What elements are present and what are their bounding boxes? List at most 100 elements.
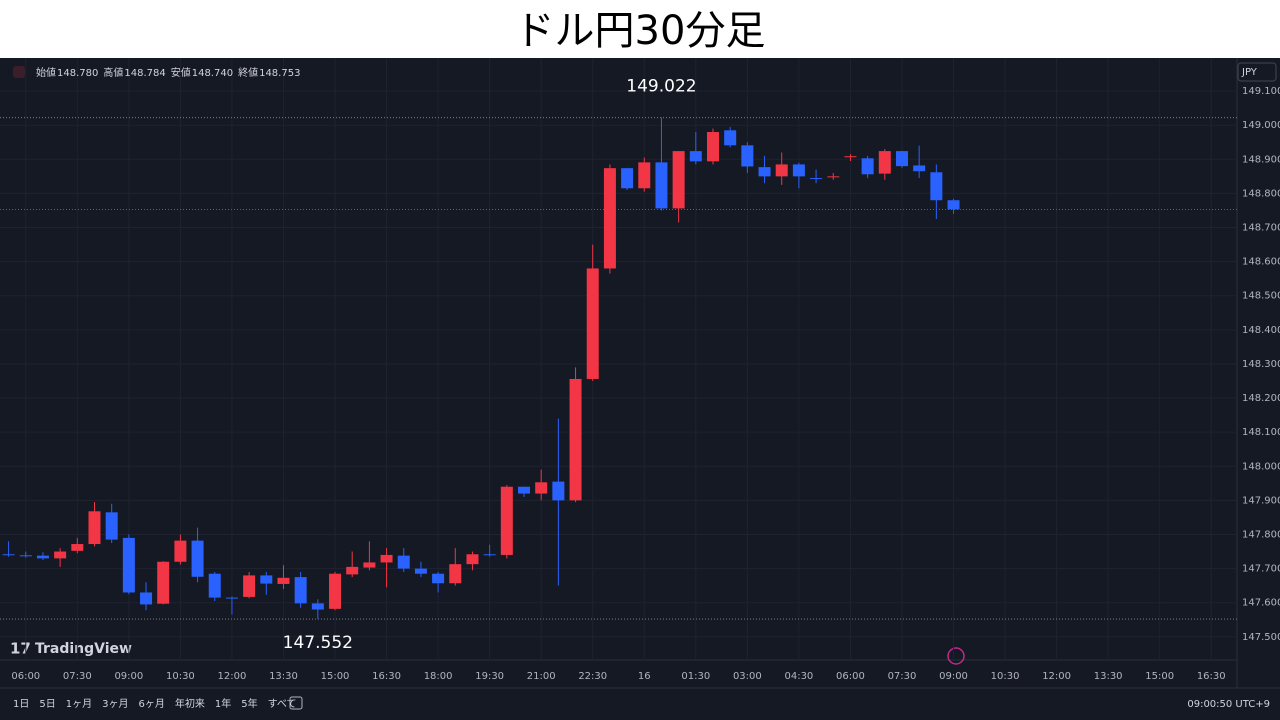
candle-body xyxy=(260,575,273,584)
y-tick-label: 149.100 xyxy=(1242,86,1280,97)
y-tick-label: 148.000 xyxy=(1242,461,1280,472)
candle-body xyxy=(2,554,15,556)
x-tick-label: 22:30 xyxy=(578,671,607,682)
y-tick-label: 148.500 xyxy=(1242,291,1280,302)
y-tick-label: 148.900 xyxy=(1242,154,1280,165)
ohlc-value: 148.753 xyxy=(259,68,300,79)
candle-body xyxy=(775,164,788,177)
range-button[interactable]: 6ヶ月 xyxy=(139,698,165,710)
y-tick-label: 148.100 xyxy=(1242,427,1280,438)
candle-body xyxy=(500,486,513,555)
candle-body xyxy=(277,577,290,584)
x-tick-label: 10:30 xyxy=(166,671,195,682)
x-tick-label: 03:00 xyxy=(733,671,762,682)
x-tick-label: 12:00 xyxy=(218,671,247,682)
candle-body xyxy=(54,551,67,559)
candle-body xyxy=(741,145,754,167)
range-button[interactable]: 5日 xyxy=(39,699,55,710)
candle-body xyxy=(913,165,926,172)
ohlc-value: 148.780 xyxy=(57,68,98,79)
extreme-label: 149.022 xyxy=(626,77,696,97)
ohlc-name: 始値 xyxy=(36,66,56,79)
x-tick-label: 06:00 xyxy=(836,671,865,682)
candle-body xyxy=(706,132,719,162)
y-tick-label: 149.000 xyxy=(1242,120,1280,131)
range-button[interactable]: すべて xyxy=(268,698,297,710)
x-tick-label: 15:00 xyxy=(321,671,350,682)
ohlc-name: 安値 xyxy=(171,66,191,79)
candle-body xyxy=(758,167,771,177)
chart-title: ドル円30分足 xyxy=(515,8,766,54)
candle-body xyxy=(844,156,857,158)
candle-body xyxy=(930,172,943,201)
candle-body xyxy=(414,568,427,574)
candle-body xyxy=(672,151,685,209)
candle-body xyxy=(483,554,496,556)
candle-body xyxy=(569,378,582,501)
x-tick-label: 16:30 xyxy=(372,671,401,682)
y-tick-label: 148.200 xyxy=(1242,393,1280,404)
y-tick-label: 147.700 xyxy=(1242,564,1280,575)
x-tick-label: 16:30 xyxy=(1197,671,1226,682)
candle-body xyxy=(449,564,462,584)
menu-icon[interactable] xyxy=(13,66,25,78)
candle-body xyxy=(225,597,238,599)
candle-body xyxy=(792,164,805,177)
range-button[interactable]: 1年 xyxy=(215,697,231,710)
candle-body xyxy=(878,151,891,174)
x-tick-label: 13:30 xyxy=(269,671,298,682)
clock: 09:00:50 UTC+9 xyxy=(1187,699,1270,710)
candle-body xyxy=(586,268,599,379)
candle-body xyxy=(466,554,479,565)
x-tick-label: 12:00 xyxy=(1042,671,1071,682)
y-tick-label: 147.600 xyxy=(1242,598,1280,609)
range-button[interactable]: 1日 xyxy=(13,699,29,710)
y-tick-label: 148.400 xyxy=(1242,325,1280,336)
candle-body xyxy=(208,573,221,598)
candle-body xyxy=(810,178,823,180)
x-tick-label: 15:00 xyxy=(1145,671,1174,682)
x-tick-label: 09:00 xyxy=(114,671,143,682)
range-button[interactable]: 年初来 xyxy=(175,697,205,710)
date-range-icon[interactable] xyxy=(289,696,303,710)
ohlc-name: 終値 xyxy=(238,66,258,79)
ohlc-value: 148.740 xyxy=(192,68,233,79)
currency[interactable]: JPY xyxy=(1241,67,1258,78)
candle-body xyxy=(71,544,84,551)
candle-body xyxy=(947,200,960,210)
candle-body xyxy=(603,168,616,269)
candle-body xyxy=(535,482,548,494)
flash-icon[interactable] xyxy=(947,647,965,665)
candle-body xyxy=(432,573,445,584)
candle-body xyxy=(363,562,376,568)
x-tick-label: 21:00 xyxy=(527,671,556,682)
range-button[interactable]: 5年 xyxy=(241,697,257,710)
candle-body xyxy=(827,176,840,178)
ohlc-value: 148.784 xyxy=(124,68,165,79)
candle-body xyxy=(397,555,410,569)
candle-body xyxy=(36,555,49,559)
x-tick-label: 18:00 xyxy=(424,671,453,682)
extreme-label: 147.552 xyxy=(283,633,353,653)
candle-body xyxy=(552,481,565,501)
y-tick-label: 148.800 xyxy=(1242,188,1280,199)
range-button[interactable]: 3ヶ月 xyxy=(102,698,128,710)
candle-body xyxy=(329,573,342,609)
candle-body xyxy=(689,151,702,162)
currency-box[interactable] xyxy=(1237,62,1277,82)
candle-body xyxy=(157,561,170,604)
candle-body xyxy=(346,566,359,575)
x-tick-label: 09:00 xyxy=(939,671,968,682)
range-button[interactable]: 1ヶ月 xyxy=(66,698,92,710)
x-tick-label: 07:30 xyxy=(888,671,917,682)
ohlc-name: 高値 xyxy=(103,66,123,79)
x-tick-label: 07:30 xyxy=(63,671,92,682)
candle-body xyxy=(621,168,634,189)
candle-body xyxy=(243,575,256,597)
x-tick-label: 13:30 xyxy=(1094,671,1123,682)
candle-body xyxy=(105,512,118,540)
y-tick-label: 147.800 xyxy=(1242,529,1280,540)
